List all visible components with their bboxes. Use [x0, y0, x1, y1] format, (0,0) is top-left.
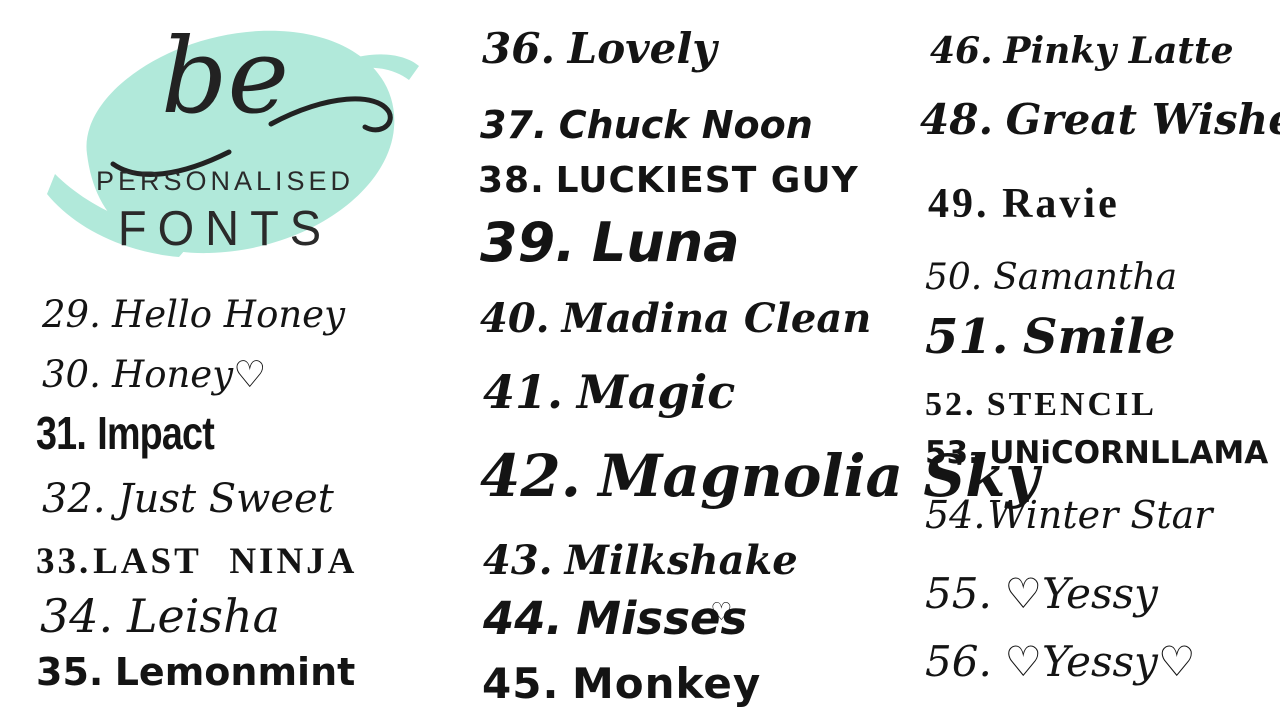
font-number: 53. [925, 435, 980, 471]
font-sample-50-samantha: 50. Samantha [925, 260, 1177, 296]
font-sample-43-milkshake: 43. Milkshake [483, 541, 798, 581]
font-name: Impact [97, 407, 214, 459]
font-sample-42-magnolia-sky: 42. Magnolia Sky [480, 447, 1039, 505]
font-name: Samantha [993, 257, 1178, 298]
font-sample-38-luckiest-guy: 38. LUCKIEST GUY [478, 163, 859, 199]
font-name: Winter Star [987, 493, 1213, 537]
font-name: Leisha [126, 589, 281, 643]
font-sample-35-lemonmint: 35. Lemonmint [36, 653, 355, 691]
font-number: 33. [36, 541, 92, 582]
font-name: Honey [111, 353, 234, 396]
heart-icon: ♡ [1157, 637, 1196, 686]
font-number: 38. [478, 160, 545, 201]
font-name: Yessy [1042, 637, 1158, 686]
font-number: 56. [925, 637, 992, 686]
logo: be PERSONALISED FONTS [25, 2, 425, 290]
font-sample-34-leisha: 34. Leisha [40, 593, 280, 639]
font-number: 50. [925, 257, 983, 298]
brush-stroke-icon [47, 30, 419, 257]
font-number: 42. [480, 442, 581, 510]
font-name: Hello Honey [111, 293, 345, 336]
font-sample-37-chuck-noon: 37. Chuck Noon [480, 106, 813, 144]
logo-script-word: be [160, 15, 290, 137]
heart-icon: ♡ [1004, 569, 1043, 618]
font-name: Lemonmint [114, 650, 356, 694]
font-name: Misses [576, 592, 748, 645]
font-number: 45. [482, 659, 560, 708]
font-sample-31-impact: 31. Impact [36, 407, 215, 459]
font-name: UNiCORNLLAMA [989, 435, 1269, 471]
font-name: Magnolia Sky [598, 442, 1040, 510]
font-sample-49-ravie: 49. Ravie [928, 183, 1120, 225]
font-name: Pinky Latte [1003, 30, 1234, 72]
font-name: LUCKIEST GUY [555, 160, 859, 201]
font-sample-46-pinky-latte: 46. Pinky Latte [930, 33, 1234, 69]
font-name: Ravie [1002, 181, 1120, 227]
font-number: 49. [928, 181, 990, 227]
font-sample-53-unicornllama: 53. UNiCORNLLAMA [925, 438, 1268, 469]
font-sample-55-yessy: 55. ♡Yessy [925, 573, 1158, 615]
font-name: Great Wishes [1005, 95, 1280, 144]
font-number: 41. [483, 365, 564, 419]
font-number: 39. [480, 211, 576, 274]
font-name: Magic [576, 365, 736, 419]
font-name: Lovely [567, 24, 717, 73]
font-sample-36-lovely: 36. Lovely [482, 28, 717, 70]
font-sample-54-winter-star: 54.Winter Star [925, 496, 1212, 534]
font-sample-56-yessy: 56. ♡Yessy♡ [925, 641, 1195, 683]
heart-icon: ♡ [710, 597, 733, 627]
font-sample-40-madina-clean: 40. Madina Clean [480, 299, 871, 339]
font-sample-52-stencil: 52. STENCIL [925, 388, 1157, 422]
font-number: 34. [40, 589, 114, 643]
font-number: 44. [483, 592, 563, 645]
font-number: 52. [925, 386, 977, 423]
font-number: 54. [925, 493, 986, 537]
font-number: 55. [925, 569, 992, 618]
font-sample-30-honey: 30. Honey♡ [42, 356, 266, 393]
font-number: 37. [480, 103, 548, 147]
font-sample-48-great-wishes: 48.Great Wishes [920, 99, 1280, 141]
font-sample-44-misses: 44. Misses♡ [483, 596, 747, 641]
font-name: Madina Clean [561, 295, 872, 342]
font-name: Milkshake [564, 537, 798, 584]
font-sample-45-monkey: 45. Monkey [482, 663, 761, 705]
font-number: 29. [42, 293, 101, 336]
font-sample-39-luna: 39. Luna [480, 216, 740, 270]
heart-icon: ♡ [1004, 637, 1043, 686]
font-number: 32. [42, 476, 106, 522]
heart-icon: ♡ [233, 353, 267, 396]
font-sample-33-last-ninja: 33.LAST NINJA [36, 543, 357, 580]
font-sample-32-just-sweet: 32. Just Sweet [42, 479, 334, 519]
font-number: 46. [930, 30, 993, 72]
font-name: Chuck Noon [558, 103, 813, 147]
font-name: Smile [1022, 309, 1176, 365]
font-name: Just Sweet [117, 476, 334, 522]
font-number: 30. [42, 353, 101, 396]
logo-personalised-text: PERSONALISED [95, 166, 355, 196]
font-number: 40. [480, 295, 550, 342]
font-name: Luna [591, 211, 740, 274]
font-number: 43. [483, 537, 553, 584]
font-number: 36. [482, 24, 556, 73]
logo-fonts-text: FONTS [117, 199, 333, 256]
font-sample-41-magic: 41. Magic [483, 369, 735, 415]
font-sample-51-smile: 51. Smile [925, 313, 1175, 361]
font-name: Monkey [572, 659, 762, 708]
font-sample-29-hello-honey: 29. Hello Honey [42, 296, 345, 333]
font-number: 51. [925, 309, 1009, 365]
font-number: 35. [36, 650, 104, 694]
font-number: 31. [36, 407, 87, 459]
font-name: Yessy [1042, 569, 1158, 618]
font-name: LAST NINJA [93, 541, 358, 582]
font-name: STENCIL [986, 386, 1157, 423]
font-number: 48. [920, 95, 994, 144]
